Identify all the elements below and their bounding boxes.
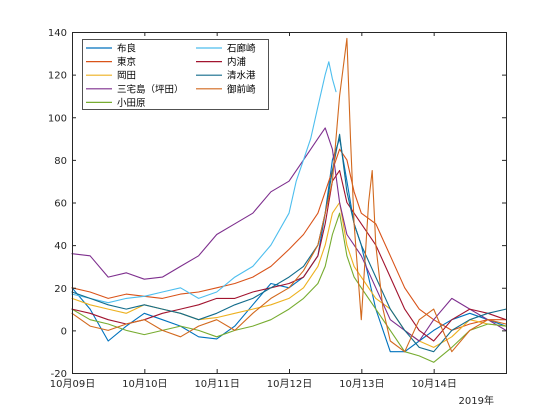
y-tick-label: 20: [54, 284, 67, 295]
series-line-1: [71, 148, 507, 331]
y-tick-label: 0: [61, 326, 67, 337]
x-tick-label: 10月09日: [50, 378, 95, 390]
year-label: 2019年: [459, 394, 494, 407]
legend-label: 石廊崎: [227, 43, 256, 55]
x-tick-label: 10月13日: [339, 378, 384, 390]
y-tick-label: 120: [48, 71, 67, 82]
y-axis: -20 0 20 40 60 80 100 120 140: [48, 28, 506, 380]
legend-label: 内浦: [227, 56, 247, 68]
series-line-0: [71, 138, 507, 353]
y-tick-label: 80: [54, 156, 67, 167]
series-line-4: [71, 212, 507, 363]
y-tick-label: 140: [48, 28, 67, 39]
y-tick-label: 40: [54, 241, 67, 252]
legend-label: 御前崎: [227, 83, 256, 95]
series-line-6: [71, 169, 507, 342]
series-line-5: [71, 61, 337, 304]
legend-label: 小田原: [117, 98, 146, 109]
x-tick-label: 10月11日: [194, 378, 239, 390]
legend-box: [82, 39, 269, 110]
x-tick-label: 10月14日: [411, 378, 456, 390]
y-tick-label: 60: [54, 199, 67, 210]
series-line-8: [71, 37, 507, 353]
x-tick-label: 10月12日: [267, 378, 312, 390]
legend-label: 三宅島（坪田）: [117, 83, 184, 95]
series-line-3: [71, 127, 507, 342]
legend-label: 岡田: [117, 71, 136, 82]
legend-label: 布良: [117, 43, 137, 55]
x-axis: 10月09日 10月10日 10月11日 10月12日 10月13日 10月14日: [50, 32, 457, 390]
y-tick-label: -20: [51, 369, 67, 380]
legend-label: 東京: [117, 56, 136, 68]
y-tick-label: 100: [48, 113, 67, 124]
x-tick-label: 10月10日: [122, 378, 167, 390]
series-layer: [71, 37, 507, 363]
legend-label: 清水港: [227, 70, 256, 82]
